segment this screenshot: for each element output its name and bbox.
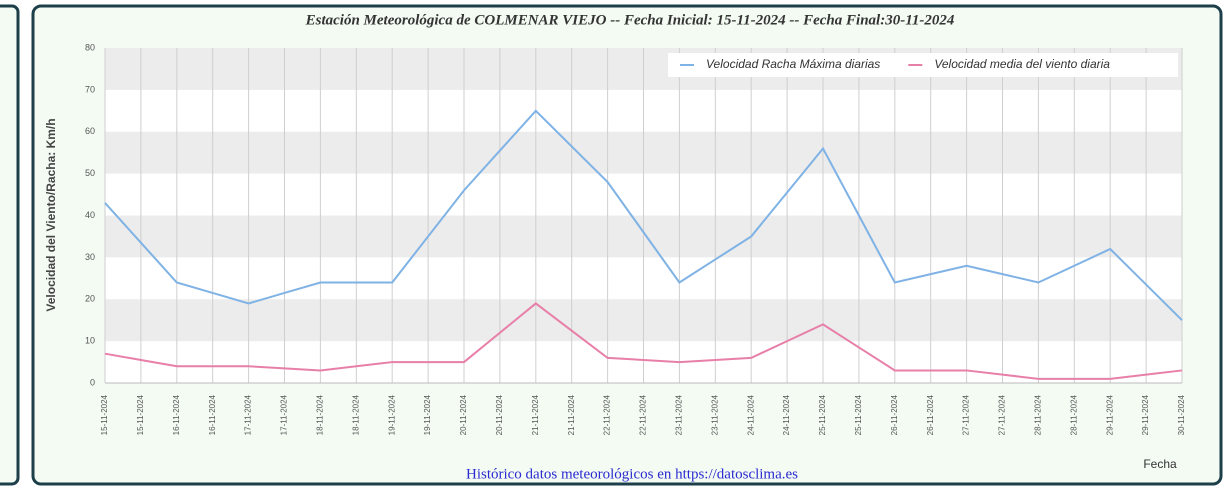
y-tick-label: 50 bbox=[85, 168, 95, 178]
x-tick-label: 25-11-2024 bbox=[818, 394, 827, 435]
x-tick-label: 20-11-2024 bbox=[459, 394, 468, 435]
x-tick-label: 23-11-2024 bbox=[675, 394, 684, 435]
x-tick-label: 26-11-2024 bbox=[890, 394, 899, 435]
x-tick-label: 15-11-2024 bbox=[100, 394, 109, 435]
y-tick-label: 20 bbox=[85, 294, 95, 304]
y-tick-label: 40 bbox=[85, 210, 95, 220]
x-tick-label: 18-11-2024 bbox=[316, 394, 325, 435]
x-tick-label: 21-11-2024 bbox=[531, 394, 540, 435]
legend: Velocidad Racha Máxima diarias Velocidad … bbox=[668, 53, 1178, 77]
y-tick-label: 80 bbox=[85, 42, 95, 52]
data-line bbox=[104, 302, 1183, 380]
x-tick-label: 20-11-2024 bbox=[495, 394, 504, 435]
x-tick-label: 16-11-2024 bbox=[208, 394, 217, 435]
x-tick-label: 24-11-2024 bbox=[782, 394, 791, 435]
x-tick-label: 27-11-2024 bbox=[962, 394, 971, 435]
chart-title: Estación Meteorológica de COLMENAR VIEJO… bbox=[305, 12, 955, 28]
x-tick-label: 18-11-2024 bbox=[351, 394, 360, 435]
y-tick-label: 70 bbox=[85, 84, 95, 94]
x-tick-label: 19-11-2024 bbox=[387, 394, 396, 435]
x-tick-label: 28-11-2024 bbox=[1034, 394, 1043, 435]
plot: 0 10 20 30 40 50 60 70 80 15-11-2024 15-11-2024 16-… bbox=[85, 42, 1186, 435]
x-tick-label: 29-11-2024 bbox=[1141, 394, 1150, 435]
x-tick-label: 29-11-2024 bbox=[1105, 394, 1114, 435]
x-tick-label: 28-11-2024 bbox=[1069, 394, 1078, 435]
x-tick-label: 15-11-2024 bbox=[136, 394, 145, 435]
x-axis-label: Fecha bbox=[1143, 457, 1177, 471]
y-tick-label: 10 bbox=[85, 336, 95, 346]
x-tick-label: 30-11-2024 bbox=[1177, 394, 1186, 435]
y-tick-label: 30 bbox=[85, 252, 95, 262]
x-tick-label: 17-11-2024 bbox=[280, 394, 289, 435]
x-tick-label: 21-11-2024 bbox=[567, 394, 576, 435]
legend-label: Velocidad Racha Máxima diarias bbox=[706, 57, 880, 71]
legend-background bbox=[668, 53, 1178, 77]
x-tick-label: 27-11-2024 bbox=[998, 394, 1007, 435]
x-tick-label: 22-11-2024 bbox=[603, 394, 612, 435]
x-tick-label: 25-11-2024 bbox=[854, 394, 863, 435]
side-panel bbox=[0, 4, 20, 486]
legend-label: Velocidad media del viento diaria bbox=[934, 57, 1110, 71]
x-tick-label: 17-11-2024 bbox=[244, 394, 253, 435]
x-tick-label: 16-11-2024 bbox=[172, 394, 181, 435]
data-line bbox=[104, 109, 1183, 321]
x-tick-label: 23-11-2024 bbox=[710, 394, 719, 435]
y-tick-label: 0 bbox=[90, 377, 95, 387]
x-tick-label: 26-11-2024 bbox=[926, 394, 935, 435]
y-tick-label: 60 bbox=[85, 126, 95, 136]
x-tick-label: 24-11-2024 bbox=[746, 394, 755, 435]
x-tick-label: 22-11-2024 bbox=[639, 394, 648, 435]
footer-link[interactable]: Histórico datos meteorológicos en https:… bbox=[466, 466, 798, 482]
y-axis-label: Velocidad del Viento/Racha: Km/h bbox=[44, 118, 58, 311]
x-tick-label: 19-11-2024 bbox=[423, 394, 432, 435]
